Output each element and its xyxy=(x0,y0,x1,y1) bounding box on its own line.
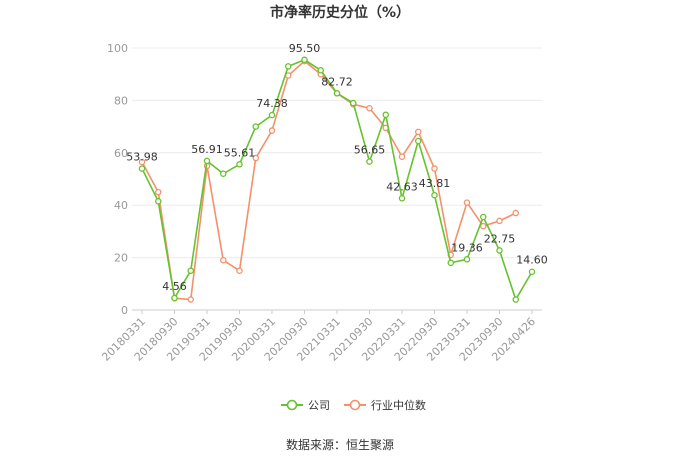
axis-layer: 0204060801002018033120180930201903312019… xyxy=(99,42,538,364)
data-label: 19.36 xyxy=(451,241,483,254)
data-point xyxy=(252,123,259,130)
data-point xyxy=(431,191,438,199)
data-point xyxy=(154,198,162,205)
legend: 公司 行业中位数 xyxy=(281,398,426,412)
data-point xyxy=(414,128,422,136)
data-point xyxy=(512,209,520,217)
data-label-layer: 53.98 4.56 56.91 55.61 74.38 95.50 82.72 56.65 4… xyxy=(126,42,548,293)
data-label: 53.98 xyxy=(126,151,158,164)
data-label: 56.91 xyxy=(191,143,223,156)
data-point xyxy=(203,157,211,165)
data-point xyxy=(171,294,178,302)
legend-marker-0 xyxy=(286,399,298,411)
data-label: 42.63 xyxy=(386,180,418,193)
data-label: 4.56 xyxy=(162,280,187,293)
data-point xyxy=(349,99,357,107)
data-label: 74.38 xyxy=(256,97,288,110)
data-point xyxy=(154,188,162,196)
data-point xyxy=(382,111,389,119)
data-point xyxy=(268,127,276,134)
data-point xyxy=(496,247,503,254)
data-point xyxy=(187,267,194,274)
data-label: 82.72 xyxy=(321,75,353,88)
y-tick-label: 0 xyxy=(121,304,128,317)
data-point xyxy=(496,217,503,225)
y-tick-label: 20 xyxy=(114,252,128,265)
y-tick-label: 100 xyxy=(107,42,128,55)
y-tick-label: 60 xyxy=(114,147,128,160)
data-point xyxy=(528,268,536,275)
data-point xyxy=(463,199,471,206)
chart-title: 市净率历史分位（%） xyxy=(269,5,411,21)
data-point xyxy=(366,105,373,112)
data-point xyxy=(317,67,324,74)
data-point xyxy=(447,259,454,267)
data-point xyxy=(284,63,292,70)
legend-label-0: 公司 xyxy=(308,399,330,412)
data-label: 95.50 xyxy=(289,42,321,55)
data-point xyxy=(301,56,308,64)
data-point xyxy=(138,165,146,172)
data-label: 14.60 xyxy=(516,254,548,267)
data-point xyxy=(138,158,146,166)
data-point xyxy=(268,111,276,119)
legend-label-1: 行业中位数 xyxy=(371,398,426,412)
series-line-1 xyxy=(141,60,517,301)
data-point xyxy=(479,213,487,221)
data-point xyxy=(219,256,227,264)
legend-marker-1 xyxy=(349,399,361,411)
source-note: 数据来源：恒生聚源 xyxy=(285,438,394,452)
data-point xyxy=(398,153,406,160)
data-point xyxy=(252,154,259,162)
data-label: 43.81 xyxy=(419,177,451,190)
data-point xyxy=(463,256,471,263)
data-point xyxy=(414,137,422,145)
data-point xyxy=(512,296,520,303)
data-point xyxy=(431,165,438,172)
series-layer xyxy=(138,56,536,303)
data-point xyxy=(366,158,373,165)
data-point xyxy=(236,161,243,168)
data-label: 55.61 xyxy=(224,146,256,159)
data-label: 22.75 xyxy=(484,232,516,245)
data-point xyxy=(187,296,194,303)
data-point xyxy=(236,267,243,274)
data-point xyxy=(333,90,341,97)
data-label: 56.65 xyxy=(354,144,386,157)
data-point xyxy=(398,195,406,202)
y-tick-label: 80 xyxy=(114,94,128,107)
data-point xyxy=(479,222,487,230)
y-tick-label: 40 xyxy=(114,199,128,212)
data-point xyxy=(219,170,227,178)
